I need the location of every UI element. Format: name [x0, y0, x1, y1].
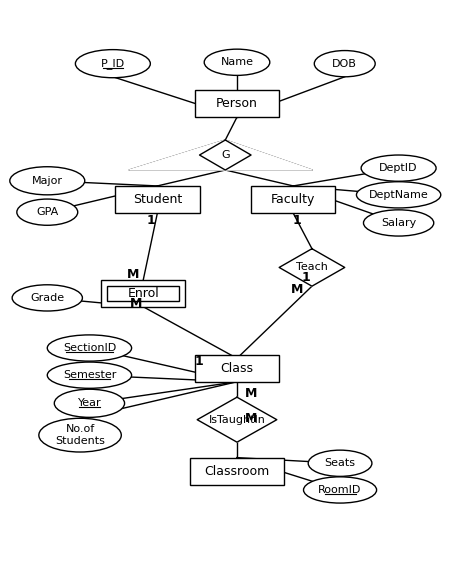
Text: 1: 1: [302, 271, 310, 284]
Text: Major: Major: [32, 176, 63, 186]
Ellipse shape: [75, 50, 150, 78]
Text: DOB: DOB: [332, 59, 357, 69]
Text: Semester: Semester: [63, 370, 116, 380]
Bar: [190, 458, 284, 485]
Ellipse shape: [39, 418, 121, 452]
Text: Person: Person: [216, 97, 258, 110]
Ellipse shape: [12, 285, 82, 311]
Text: Year: Year: [78, 398, 101, 408]
Text: RoomID: RoomID: [319, 485, 362, 495]
Text: Enrol: Enrol: [128, 287, 159, 300]
Text: M: M: [130, 297, 143, 310]
Text: SectionID: SectionID: [63, 343, 116, 353]
Bar: [195, 90, 279, 117]
Ellipse shape: [47, 362, 132, 388]
Bar: [107, 285, 179, 301]
Text: Name: Name: [220, 57, 254, 67]
Bar: [115, 186, 200, 213]
Text: Teach: Teach: [296, 262, 328, 272]
Bar: [251, 186, 336, 213]
Ellipse shape: [204, 49, 270, 75]
Bar: [101, 280, 185, 307]
Text: DeptName: DeptName: [369, 190, 428, 200]
Text: Faculty: Faculty: [271, 193, 315, 206]
Ellipse shape: [47, 335, 132, 361]
Ellipse shape: [303, 477, 377, 503]
Text: Classroom: Classroom: [204, 464, 270, 478]
Text: G: G: [221, 150, 229, 160]
Ellipse shape: [361, 155, 436, 181]
Ellipse shape: [55, 389, 125, 417]
Polygon shape: [279, 249, 345, 286]
Text: Grade: Grade: [30, 293, 64, 303]
Text: Student: Student: [133, 193, 182, 206]
Ellipse shape: [17, 199, 78, 225]
Polygon shape: [200, 140, 251, 170]
Text: 1: 1: [146, 214, 155, 227]
Text: P_ID: P_ID: [101, 58, 125, 69]
Text: IsTaughtIn: IsTaughtIn: [209, 415, 265, 425]
Polygon shape: [197, 397, 277, 442]
Text: No.of
Students: No.of Students: [55, 425, 105, 446]
Ellipse shape: [314, 51, 375, 77]
Ellipse shape: [308, 450, 372, 476]
Text: Seats: Seats: [325, 458, 356, 468]
Text: M: M: [245, 412, 257, 425]
Text: M: M: [245, 387, 257, 400]
Text: GPA: GPA: [36, 207, 58, 217]
Ellipse shape: [364, 210, 434, 236]
Text: 1: 1: [292, 214, 301, 227]
Text: Enrol: Enrol: [128, 287, 159, 300]
Bar: [195, 355, 279, 382]
Text: Salary: Salary: [381, 218, 416, 228]
Text: Class: Class: [220, 361, 254, 374]
Ellipse shape: [356, 182, 441, 208]
Ellipse shape: [10, 167, 85, 195]
Text: M: M: [291, 283, 303, 297]
Text: 1: 1: [194, 355, 203, 368]
Polygon shape: [129, 140, 312, 170]
Text: M: M: [127, 268, 139, 281]
Text: DeptID: DeptID: [379, 163, 418, 173]
